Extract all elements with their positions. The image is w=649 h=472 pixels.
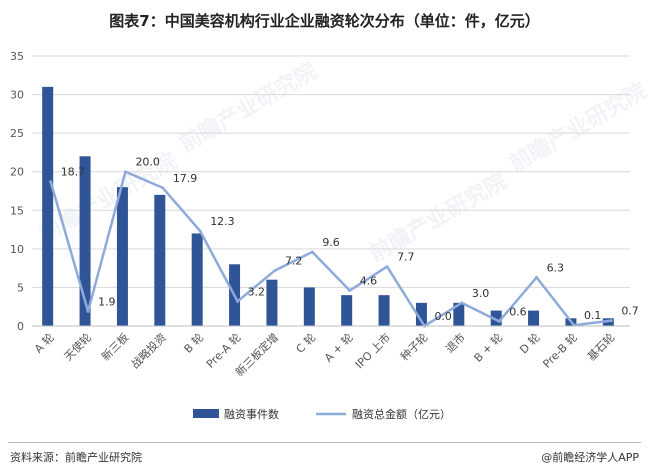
legend-line-label: 融资总金额（亿元） <box>352 407 451 421</box>
line-series: 18.7 1.9 20.0 17.9 12.3 3.2 7.2 9.6 4.6 7.7 0.0 3.0… <box>49 156 639 328</box>
line-point <box>198 229 202 233</box>
x-tick-label: IPO 上市 <box>352 330 393 371</box>
x-tick-label: A + 轮 <box>321 330 355 364</box>
data-label: 6.3 <box>547 261 565 274</box>
bar-series <box>42 86 614 326</box>
data-label: 18.7 <box>61 166 86 179</box>
bar <box>490 310 502 326</box>
data-label: 12.3 <box>210 215 235 228</box>
data-label: 7.7 <box>397 251 415 264</box>
line-point <box>123 170 127 174</box>
y-tick-label: 30 <box>10 89 24 102</box>
x-tick-label: C 轮 <box>293 330 319 356</box>
bar <box>378 295 390 326</box>
line-point <box>161 186 165 190</box>
data-label: 7.2 <box>285 254 303 267</box>
x-tick-label: 退市 <box>442 330 467 355</box>
chart-title: 图表7：中国美容机构行业企业融资轮次分布（单位：件，亿元） <box>109 12 540 30</box>
x-tick-label: D 轮 <box>517 330 543 356</box>
line-point <box>310 250 314 254</box>
x-tick-label: A 轮 <box>31 330 56 355</box>
data-label: 0.7 <box>621 305 639 318</box>
line-point <box>348 289 352 293</box>
x-tick-label: 基石轮 <box>584 330 617 363</box>
legend-bar-label: 融资事件数 <box>224 408 279 421</box>
bar <box>79 156 91 326</box>
line-point <box>273 268 277 272</box>
line-point <box>49 180 53 184</box>
data-label: 9.6 <box>322 236 340 249</box>
legend: 融资事件数 融资总金额（亿元） <box>193 407 451 421</box>
line-point <box>86 309 90 313</box>
x-tick-label: Pre-B 轮 <box>540 330 580 370</box>
line-path <box>49 170 612 328</box>
x-tick-label: 新三板 <box>98 330 131 363</box>
y-tick-label: 0 <box>17 320 24 333</box>
brand-note: @前瞻经济学人APP <box>541 451 639 464</box>
bar <box>453 302 465 326</box>
x-tick-label: 战略投资 <box>128 330 169 371</box>
data-label: 4.6 <box>360 275 378 288</box>
footer-divider <box>8 442 641 443</box>
bar <box>42 86 54 326</box>
legend-bar-swatch <box>193 409 219 418</box>
line-point <box>385 265 389 269</box>
data-label: 0.0 <box>434 310 452 323</box>
bar <box>415 302 427 326</box>
data-label: 0.6 <box>509 305 527 318</box>
data-label: 0.1 <box>584 309 602 322</box>
x-tick-label: 天使轮 <box>61 330 94 363</box>
data-label: 3.2 <box>248 285 266 298</box>
data-label: 20.0 <box>135 156 160 169</box>
x-tick-label: 种子轮 <box>397 330 430 363</box>
line-point <box>535 275 539 279</box>
y-tick-label: 10 <box>10 243 24 256</box>
data-label: 3.0 <box>472 287 490 300</box>
bar <box>266 279 278 326</box>
y-tick-label: 35 <box>10 50 24 63</box>
bar <box>528 310 540 326</box>
y-tick-label: 25 <box>10 127 24 140</box>
line-point <box>609 319 613 323</box>
line-point <box>236 299 240 303</box>
bar <box>116 187 128 326</box>
data-label: 1.9 <box>98 295 116 308</box>
x-tick-label: B 轮 <box>181 330 206 355</box>
source-note: 资料来源：前瞻产业研究院 <box>10 451 142 464</box>
data-label: 17.9 <box>173 172 198 185</box>
bar <box>154 194 166 326</box>
y-axis: 0 5 10 15 20 25 30 35 <box>10 50 24 333</box>
bar <box>191 233 203 326</box>
y-tick-label: 20 <box>10 166 24 179</box>
x-tick-label: B + 轮 <box>471 330 505 364</box>
y-tick-label: 5 <box>17 281 24 294</box>
line-point <box>460 301 464 305</box>
y-tick-label: 15 <box>10 204 24 217</box>
bar <box>303 287 315 326</box>
bar <box>341 295 353 326</box>
line-point <box>497 319 501 323</box>
